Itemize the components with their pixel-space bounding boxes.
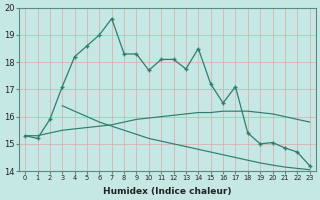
X-axis label: Humidex (Indice chaleur): Humidex (Indice chaleur) bbox=[103, 187, 232, 196]
